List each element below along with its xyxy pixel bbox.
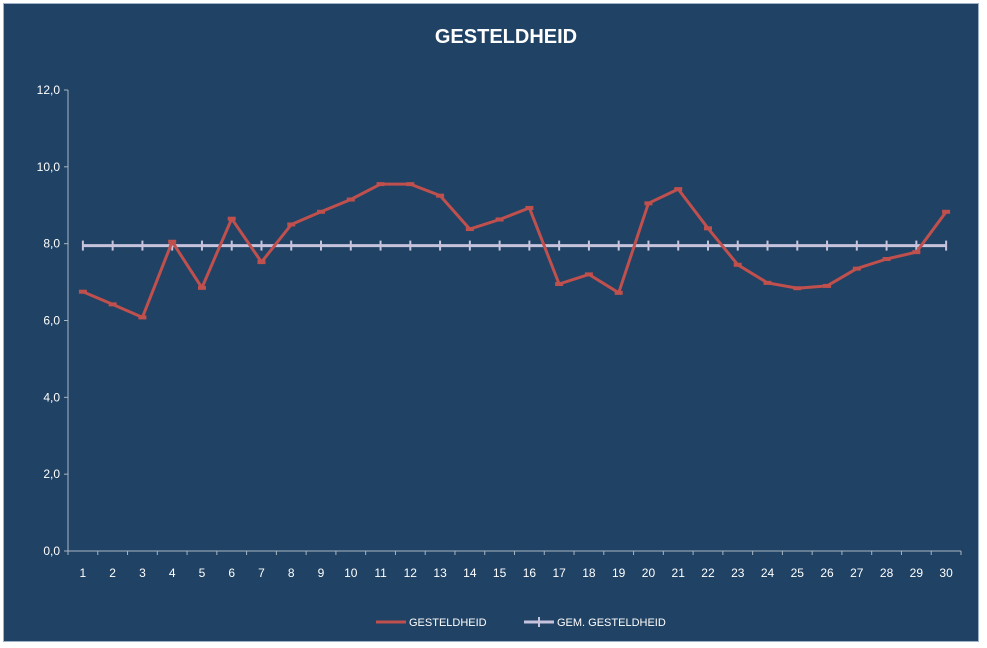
x-tick-label: 6 [228, 566, 235, 580]
series-line [82, 182, 948, 319]
x-tick-label: 23 [731, 566, 745, 580]
legend-item: GESTELDHEID [376, 617, 487, 629]
legend-label: GESTELDHEID [409, 617, 487, 629]
series-gesteldheid [78, 182, 951, 320]
x-tick-label: 25 [791, 566, 805, 580]
y-tick-label: 0,0 [43, 544, 60, 558]
x-tick-label: 1 [80, 566, 87, 580]
line-chart: GESTELDHEID 0,02,04,06,08,010,012,01 2 3 4 5… [37, 26, 962, 629]
x-tick-label: 29 [910, 566, 924, 580]
x-tick-label: 5 [199, 566, 206, 580]
x-tick-label: 17 [552, 566, 566, 580]
y-tick-label: 6,0 [43, 314, 60, 328]
x-tick-label: 21 [672, 566, 686, 580]
x-tick-label: 7 [258, 566, 265, 580]
legend: GESTELDHEID GEM. GESTELDHEID [376, 617, 666, 629]
x-tick-label: 10 [344, 566, 358, 580]
x-tick-label: 18 [582, 566, 596, 580]
chart-frame: GESTELDHEID 0,0 2,0 4,0 6,0 8,0 10,0 12,0 1 2 3 4 5… [3, 3, 979, 642]
x-tick-label: 15 [493, 566, 507, 580]
x-tick-label: 3 [139, 566, 146, 580]
legend-item: GEM. GESTELDHEID [524, 617, 666, 629]
x-tick-label: 14 [463, 566, 477, 580]
x-tick-label: 22 [701, 566, 715, 580]
y-tick-label: 2,0 [43, 467, 60, 481]
x-tick-label: 20 [642, 566, 656, 580]
x-tick-label: 11 [374, 566, 387, 580]
y-tick-label: 12,0 [37, 83, 61, 97]
y-tick-label: 10,0 [37, 160, 61, 174]
x-tick-label: 19 [612, 566, 626, 580]
x-tick-label: 24 [761, 566, 775, 580]
x-tick-label: 8 [288, 566, 295, 580]
y-tick-label: 4,0 [43, 390, 60, 404]
x-tick-label: 12 [404, 566, 418, 580]
x-tick-label: 9 [318, 566, 325, 580]
x-tick-label: 4 [169, 566, 176, 580]
y-tick-label: 8,0 [43, 237, 60, 251]
x-tick-label: 26 [820, 566, 834, 580]
x-tick-label: 2 [109, 566, 116, 580]
x-tick-label: 13 [433, 566, 447, 580]
legend-label: GEM. GESTELDHEID [557, 617, 666, 629]
x-tick-label: 30 [939, 566, 953, 580]
chart-title: GESTELDHEID [435, 26, 577, 48]
series-layer [78, 182, 951, 320]
series-gem-gesteldheid [81, 240, 948, 251]
x-tick-label: 28 [880, 566, 894, 580]
axes: 0,02,04,06,08,010,012,01 2 3 4 5 6 7 8 9 10 11 12 13… [37, 83, 962, 580]
x-tick-label: 16 [523, 566, 537, 580]
x-tick-label: 27 [850, 566, 864, 580]
